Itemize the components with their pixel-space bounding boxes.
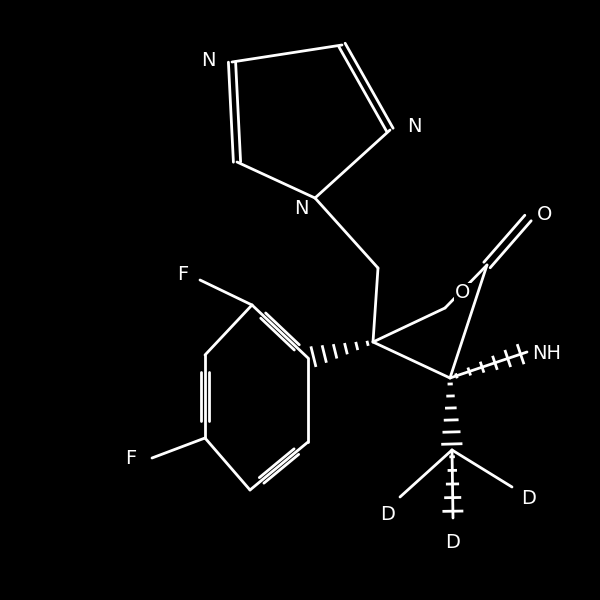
Text: F: F [178, 265, 189, 283]
Text: N: N [295, 199, 309, 218]
Text: O: O [455, 283, 470, 302]
Text: N: N [407, 118, 421, 136]
Text: O: O [537, 205, 553, 224]
Text: D: D [521, 490, 536, 508]
Text: D: D [446, 533, 460, 551]
Text: N: N [201, 50, 215, 70]
Text: NH: NH [532, 344, 561, 362]
Text: D: D [380, 505, 395, 524]
Text: F: F [125, 448, 137, 467]
